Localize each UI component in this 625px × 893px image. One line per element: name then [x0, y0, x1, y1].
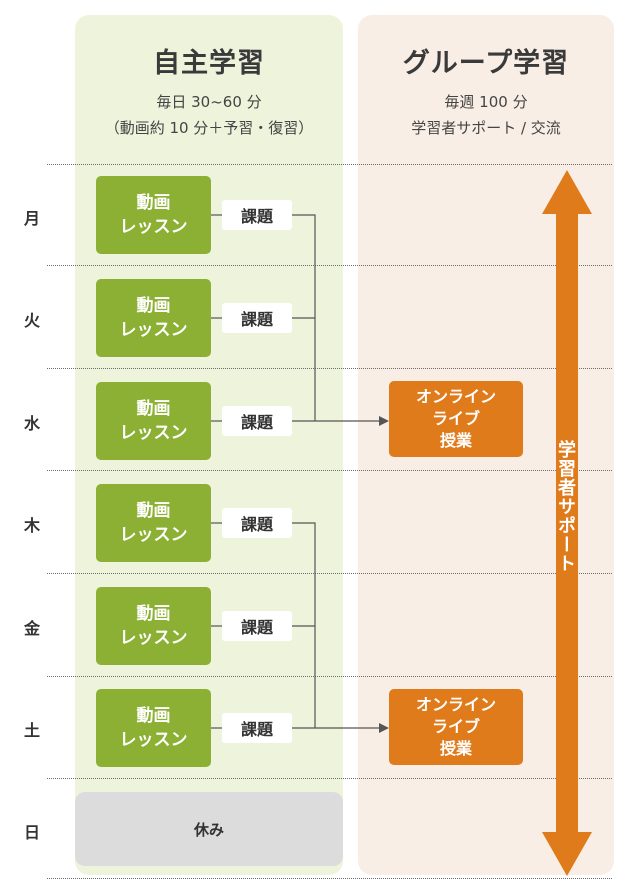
video-lesson-line2: レッスン — [119, 320, 188, 340]
task-box-fri: 課題 — [222, 611, 292, 641]
task-box-tue: 課題 — [222, 303, 292, 333]
video-lesson-line1: 動画 — [136, 296, 171, 316]
video-lesson-mon: 動画 レッスン — [96, 176, 211, 254]
video-lesson-fri: 動画 レッスン — [96, 587, 211, 665]
row-divider — [47, 878, 612, 879]
video-lesson-line2: レッスン — [119, 525, 188, 545]
bracket-line — [292, 522, 316, 728]
day-label-mon: 月 — [23, 209, 40, 228]
row-divider — [47, 265, 612, 266]
day-label-fri: 金 — [23, 619, 40, 638]
video-lesson-line1: 動画 — [136, 706, 171, 726]
arrowhead-sat — [379, 723, 389, 733]
live-class-line1: オンライン — [415, 695, 496, 714]
task-box-wed: 課題 — [222, 406, 292, 436]
support-double-arrow — [542, 170, 592, 876]
video-lesson-line2: レッスン — [119, 730, 188, 750]
video-lesson-line2: レッスン — [119, 217, 188, 237]
online-live-class-sat: オンライン ライブ 授業 — [389, 689, 523, 765]
day-label-tue: 火 — [23, 311, 40, 330]
task-box-sat: 課題 — [222, 713, 292, 743]
online-live-class-wed: オンライン ライブ 授業 — [389, 381, 523, 457]
rest-day-box: 休み — [75, 792, 343, 866]
row-divider — [47, 573, 612, 574]
group-study-time: 毎週 100 分 — [444, 93, 528, 111]
video-lesson-line2: レッスン — [119, 628, 188, 648]
video-lesson-sat: 動画 レッスン — [96, 689, 211, 767]
live-class-line2: ライブ — [431, 717, 480, 736]
live-class-line3: 授業 — [439, 739, 472, 758]
arrowhead-wed — [379, 416, 389, 426]
video-lesson-line2: レッスン — [119, 423, 188, 443]
live-class-line2: ライブ — [431, 409, 480, 428]
row-divider — [47, 778, 612, 779]
day-label-sat: 土 — [23, 721, 40, 740]
group-study-detail: 学習者サポート / 交流 — [411, 119, 561, 137]
row-divider — [47, 470, 612, 471]
self-study-detail: （動画約 10 分＋予習・復習） — [104, 119, 314, 137]
row-divider — [47, 676, 612, 677]
video-lesson-line1: 動画 — [136, 604, 171, 624]
live-class-line3: 授業 — [439, 431, 472, 450]
video-lesson-thu: 動画 レッスン — [96, 484, 211, 562]
day-label-wed: 水 — [23, 414, 40, 433]
group-study-title: グループ学習 — [402, 48, 570, 79]
row-divider — [47, 164, 612, 165]
video-lesson-line1: 動画 — [136, 399, 171, 419]
bracket-line — [292, 214, 316, 421]
video-lesson-line1: 動画 — [136, 501, 171, 521]
video-lesson-tue: 動画 レッスン — [96, 279, 211, 357]
video-lesson-wed: 動画 レッスン — [96, 382, 211, 460]
self-study-time: 毎日 30~60 分 — [156, 93, 262, 111]
task-box-mon: 課題 — [222, 200, 292, 230]
day-label-sun: 日 — [23, 823, 40, 842]
day-label-thu: 木 — [23, 516, 40, 535]
live-class-line1: オンライン — [415, 387, 496, 406]
video-lesson-line1: 動画 — [136, 193, 171, 213]
self-study-title: 自主学習 — [153, 48, 265, 79]
row-divider — [47, 368, 612, 369]
task-box-thu: 課題 — [222, 508, 292, 538]
learner-support-label: 学習者サポート — [555, 440, 576, 573]
